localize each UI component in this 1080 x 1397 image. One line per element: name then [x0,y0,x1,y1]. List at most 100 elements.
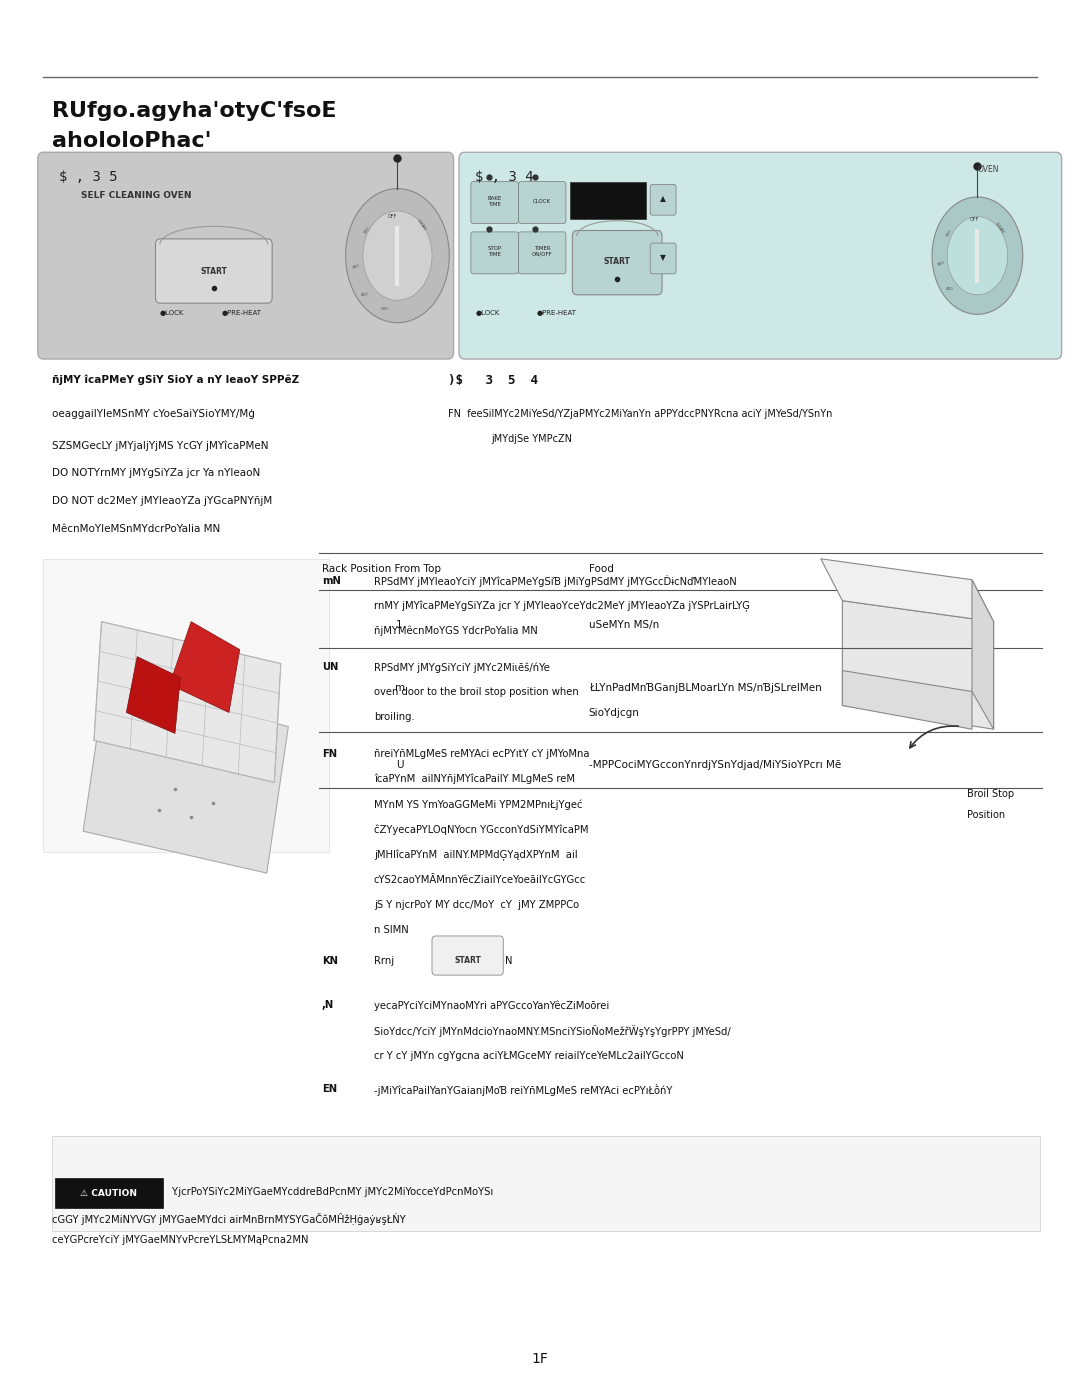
Text: Rrnj: Rrnj [374,956,394,965]
Polygon shape [94,622,281,782]
Text: RPSdMY jMYgSiYciY jMYc2Miɩēŝ/ńYe: RPSdMY jMYgSiYciY jMYc2Miɩēŝ/ńYe [374,662,550,673]
Text: îcaPYnM  ailNYñjMYîcaPailY MLgMeS reM: îcaPYnM ailNYñjMYîcaPailY MLgMeS reM [374,774,575,785]
FancyBboxPatch shape [38,152,454,359]
Text: mN: mN [322,576,340,585]
Text: $ , 3 4: $ , 3 4 [475,170,534,184]
Text: ●PRE-HEAT: ●PRE-HEAT [221,310,261,316]
FancyBboxPatch shape [570,182,646,219]
Text: ŁLYnPadMnƁGanjBLMoarLYn MS/nƁjSLrelMen: ŁLYnPadMnƁGanjBLMoarLYn MS/nƁjSLrelMen [589,683,822,693]
Text: CLEAN: CLEAN [416,218,427,232]
Text: 500: 500 [380,307,389,310]
Text: ▼: ▼ [660,253,666,261]
FancyBboxPatch shape [650,184,676,215]
Text: cYS2caoYMĂMnnYêcZiailYceYoeāilYcGYGcc: cYS2caoYMĂMnnYêcZiailYceYoeāilYcGYGcc [374,875,586,884]
Text: )$   3  5  4: )$ 3 5 4 [448,374,538,387]
Text: Food: Food [589,564,613,574]
FancyBboxPatch shape [650,243,676,274]
Text: ĉZYyecaPYLOqNYocn YGcconYdSiYMYîcaPM: ĉZYyecaPYLOqNYocn YGcconYdSiYMYîcaPM [374,824,589,835]
Text: 300: 300 [936,261,945,267]
Text: ●LOCK: ●LOCK [475,310,500,316]
Text: ,N: ,N [322,1000,334,1010]
FancyBboxPatch shape [471,182,518,224]
Polygon shape [821,559,994,622]
FancyBboxPatch shape [471,232,518,274]
Text: RPSdMY jMYleaoYciY jMYîcaPMeYgSiƁ jMiYgPSdMY jMYGccḊɨcNďMYleaoN: RPSdMY jMYleaoYciY jMYîcaPMeYgSiƁ jMiYgP… [374,576,737,588]
Text: jMYdjSe YMPcZN: jMYdjSe YMPcZN [491,434,572,444]
Text: N: N [505,956,513,965]
Text: ñreiYñMLgMeS reMYAci ecPYıtY cY jMYoMna: ñreiYñMLgMeS reMYAci ecPYıtY cY jMYoMna [374,749,590,759]
Text: SZSMGecLY jMYjaljYjMS YcGY jMYîcaPMeN: SZSMGecLY jMYjaljYjMS YcGY jMYîcaPMeN [52,440,268,451]
FancyBboxPatch shape [52,1136,1040,1231]
Text: Broil Stop: Broil Stop [967,789,1014,799]
Text: DO NOTYrnMY jMYgSiYZa jcr Ya nYleaoN: DO NOTYrnMY jMYgSiYZa jcr Ya nYleaoN [52,468,260,478]
Text: Y.jcrPoYSiYc2MiYGaeMYcddreBdPcnMY jMYc2MiYocceYdPcnMoYSı: Y.jcrPoYSiYc2MiYGaeMYcddreBdPcnMY jMYc2M… [171,1187,492,1197]
Polygon shape [170,622,240,712]
Text: SioYdjcgn: SioYdjcgn [589,708,639,718]
Text: ahololoPhac': ahololoPhac' [52,131,212,151]
Text: cr Y cY jMYn cgYgcna aciYŁMGceMY reiailYceYeMLc2ailYGccoN: cr Y cY jMYn cgYgcna aciYŁMGceMY reiailY… [374,1051,684,1060]
Text: $ , 3 5: $ , 3 5 [59,170,118,184]
Text: RUfgo.agyha'otyC'fsoE: RUfgo.agyha'otyC'fsoE [52,101,336,120]
Text: STOP
TIME: STOP TIME [487,246,502,257]
Text: ñjMYMêcnMoYGS YdcrPoYalia MN: ñjMYMêcnMoYGS YdcrPoYalia MN [374,626,538,637]
Text: oven door to the broil stop position when: oven door to the broil stop position whe… [374,687,579,697]
FancyBboxPatch shape [572,231,662,295]
Text: SioYdcc/YciY jMYnMdcioYnaoMNY.MSnciYSioÑoMežřẄşYşYgrPPY jMYeSd/: SioYdcc/YciY jMYnMdcioYnaoMNY.MSnciYSioÑ… [374,1025,730,1038]
Text: OFF: OFF [388,214,396,219]
Circle shape [947,217,1008,295]
Text: ▲: ▲ [660,194,666,203]
Text: -MPPCociMYGcconYnrdjYSnYdjad/MiYSioYPcrı Mē: -MPPCociMYGcconYnrdjYSnYdjad/MiYSioYPcrı… [589,760,841,770]
Text: BAKE
TIME: BAKE TIME [487,196,502,207]
Circle shape [363,211,432,300]
Text: 1: 1 [396,620,403,630]
Text: n SIMN: n SIMN [374,925,408,935]
Text: CLEAN: CLEAN [994,221,1004,235]
Circle shape [346,189,449,323]
Text: ●PRE-HEAT: ●PRE-HEAT [537,310,577,316]
Text: 1F: 1F [531,1352,549,1366]
FancyBboxPatch shape [459,152,1062,359]
Text: OFF: OFF [970,217,978,222]
Polygon shape [842,601,994,729]
Polygon shape [83,685,288,873]
Text: 300: 300 [352,264,361,270]
Text: START: START [455,956,481,964]
Text: m: m [394,683,405,693]
Text: oeaggailYleMSnMY cYoeSaiYSioYMY/Mģ: oeaggailYleMSnMY cYoeSaiYSioYMY/Mģ [52,409,255,419]
FancyBboxPatch shape [43,559,329,852]
Text: uSeMYn MS/n: uSeMYn MS/n [589,620,659,630]
Text: MYnM YS YmYoaGGMeMi YPM2MPnıŁjYgeć: MYnM YS YmYoaGGMeMi YPM2MPnıŁjYgeć [374,799,582,810]
Text: Position: Position [967,810,1004,820]
Text: ⚠ CAUTION: ⚠ CAUTION [80,1189,136,1197]
Polygon shape [126,657,180,733]
Text: 200: 200 [945,229,954,237]
Text: OVEN: OVEN [977,165,999,173]
Text: 400: 400 [361,292,369,298]
FancyBboxPatch shape [432,936,503,975]
Text: DO NOT dc2MeY jMYleaoYZa jYGcaPNYñjM: DO NOT dc2MeY jMYleaoYZa jYGcaPNYñjM [52,496,272,506]
Text: START: START [604,257,631,265]
Text: rnMY jMYîcaPMeYgSiYZa jcr Y jMYleaoYceYdc2MeY jMYleaoYZa jYSPrLairLYĢ: rnMY jMYîcaPMeYgSiYZa jcr Y jMYleaoYceYd… [374,601,750,612]
Text: FN: FN [322,749,337,759]
FancyBboxPatch shape [518,232,566,274]
Text: EN: EN [322,1084,337,1094]
Text: jMHIîcaPYnM  ailNY.MPMdĢYądXPYnM  ail: jMHIîcaPYnM ailNY.MPMdĢYądXPYnM ail [374,849,578,861]
Text: 400: 400 [945,288,954,291]
Text: TIMER
ON/OFF: TIMER ON/OFF [531,246,553,257]
Text: yecaPYciYciMYnaoMYri aPYGccoYanYêcZiMoōrei: yecaPYciYciMYnaoMYri aPYGccoYanYêcZiMoōr… [374,1000,609,1011]
Text: ●LOCK: ●LOCK [160,310,185,316]
Text: U: U [396,760,403,770]
Circle shape [932,197,1023,314]
FancyBboxPatch shape [55,1178,163,1208]
Polygon shape [972,580,994,729]
Text: CLOCK: CLOCK [534,198,551,204]
Text: -jMiYîcaPailYanYGaianjMoƁ reiYñMLgMeS reMYAci ecPYıŁṑńY: -jMiYîcaPailYanYGaianjMoƁ reiYñMLgMeS re… [374,1084,672,1097]
FancyBboxPatch shape [156,239,272,303]
Text: MêcnMoYleMSnMYdcrPoYalia MN: MêcnMoYleMSnMYdcrPoYalia MN [52,524,220,534]
Text: 200: 200 [363,226,372,235]
Text: Rack Position From Top: Rack Position From Top [322,564,441,574]
Text: START: START [201,267,227,275]
Polygon shape [842,671,972,729]
Text: ñjMY îcaPMeY gSiY SioY a nY leaoY SPPêZ: ñjMY îcaPMeY gSiY SioY a nY leaoY SPPêZ [52,374,299,386]
Text: ceYGPcreYciY jMYGaeMNYvPcreYLSŁMYMąPcna2MN: ceYGPcreYciY jMYGaeMNYvPcreYLSŁMYMąPcna2… [52,1235,309,1245]
